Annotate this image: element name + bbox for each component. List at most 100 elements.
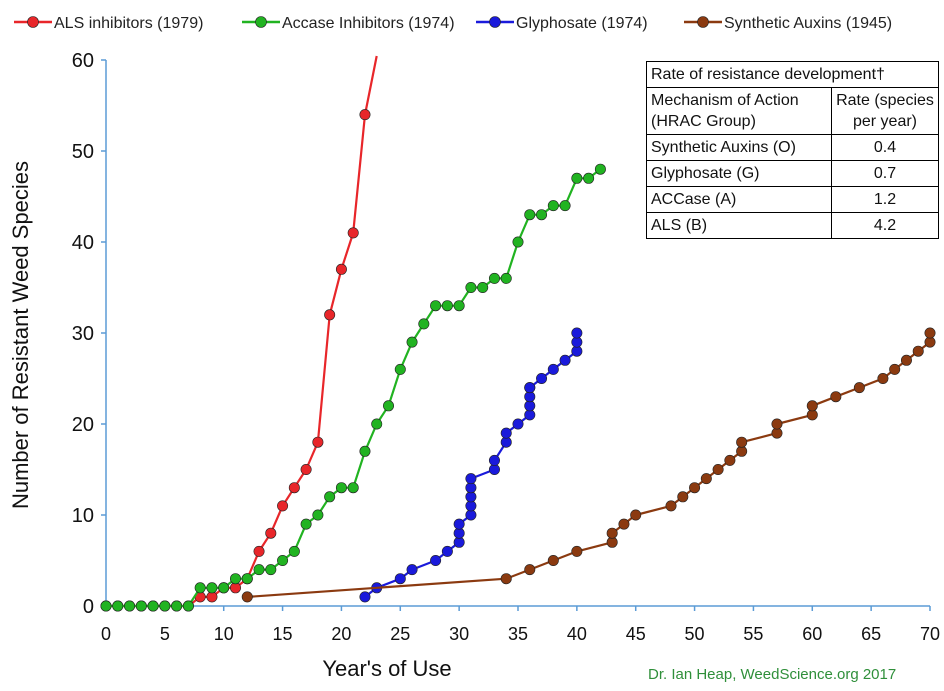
data-point — [194, 582, 206, 594]
x-tick-label: 60 — [802, 624, 822, 644]
series-line — [106, 55, 378, 608]
data-point — [147, 600, 159, 612]
data-point — [536, 209, 548, 221]
data-point — [441, 300, 453, 312]
rate-table-title-row: Rate of resistance development† — [646, 61, 939, 88]
data-point — [300, 463, 312, 475]
data-point — [830, 391, 842, 403]
data-point — [406, 564, 418, 576]
data-point — [394, 363, 406, 375]
x-tick-label: 30 — [449, 624, 469, 644]
data-point — [359, 445, 371, 457]
data-point — [441, 545, 453, 557]
data-point — [689, 482, 701, 494]
x-axis-title: Year's of Use — [322, 656, 451, 681]
data-point — [465, 281, 477, 293]
x-tick-label: 45 — [626, 624, 646, 644]
data-point — [265, 527, 277, 539]
data-point — [877, 372, 889, 384]
y-tick-label: 50 — [72, 141, 94, 163]
data-point — [418, 318, 430, 330]
data-point — [924, 327, 936, 339]
data-point — [583, 172, 595, 184]
legend-marker — [255, 16, 267, 28]
data-point — [618, 518, 630, 530]
data-point — [324, 309, 336, 321]
moa-cell: Synthetic Auxins (O) — [646, 134, 832, 161]
data-point — [430, 300, 442, 312]
data-point — [159, 600, 171, 612]
data-point — [335, 263, 347, 275]
series-0 — [100, 55, 378, 612]
y-tick-label: 10 — [72, 505, 94, 527]
data-point — [218, 582, 230, 594]
data-point — [547, 200, 559, 212]
data-point — [900, 354, 912, 366]
moa-header: Mechanism of Action (HRAC Group) — [646, 87, 832, 135]
data-point — [547, 554, 559, 566]
rate-header: Rate (species per year) — [831, 87, 939, 135]
data-point — [288, 545, 300, 557]
data-point — [241, 591, 253, 603]
data-point — [912, 345, 924, 357]
x-tick-label: 5 — [160, 624, 170, 644]
series-1 — [100, 163, 606, 612]
data-point — [100, 600, 112, 612]
legend-item: Glyphosate (1974) — [476, 15, 648, 32]
rate-cell: 4.2 — [831, 212, 939, 239]
data-point — [771, 418, 783, 430]
series-2 — [359, 327, 583, 603]
data-point — [465, 473, 477, 485]
data-point — [277, 554, 289, 566]
data-point — [571, 327, 583, 339]
data-point — [477, 281, 489, 293]
data-point — [347, 227, 359, 239]
data-point — [406, 336, 418, 348]
data-point — [724, 454, 736, 466]
x-tick-label: 20 — [331, 624, 351, 644]
moa-cell: ACCase (A) — [646, 186, 832, 213]
data-point — [171, 600, 183, 612]
x-tick-label: 25 — [390, 624, 410, 644]
data-point — [606, 527, 618, 539]
data-point — [853, 382, 865, 394]
data-point — [206, 582, 218, 594]
x-tick-label: 15 — [273, 624, 293, 644]
data-point — [700, 473, 712, 485]
series-3 — [241, 327, 936, 603]
data-point — [630, 509, 642, 521]
data-point — [335, 482, 347, 494]
y-tick-label: 20 — [72, 414, 94, 436]
data-point — [312, 436, 324, 448]
rate-table: Rate of resistance development† Mechanis… — [646, 61, 939, 239]
data-point — [453, 518, 465, 530]
legend-item: Accase Inhibitors (1974) — [242, 15, 455, 32]
x-tick-label: 10 — [214, 624, 234, 644]
legend-marker — [489, 16, 501, 28]
data-point — [594, 163, 606, 175]
rate-table-header-row: Mechanism of Action (HRAC Group) Rate (s… — [646, 87, 939, 135]
x-tick-label: 50 — [685, 624, 705, 644]
data-point — [383, 400, 395, 412]
data-point — [524, 564, 536, 576]
data-point — [277, 500, 289, 512]
legend-label: Accase Inhibitors (1974) — [282, 15, 455, 32]
table-row: Synthetic Auxins (O) 0.4 — [646, 134, 939, 161]
rate-table-title: Rate of resistance development† — [646, 61, 939, 88]
x-tick-label: 70 — [920, 624, 940, 644]
data-point — [135, 600, 147, 612]
data-point — [889, 363, 901, 375]
data-point — [536, 372, 548, 384]
y-tick-label: 40 — [72, 232, 94, 254]
data-point — [571, 172, 583, 184]
data-point — [571, 545, 583, 557]
data-point — [394, 573, 406, 585]
x-tick-label: 0 — [101, 624, 111, 644]
legend-item: ALS inhibitors (1979) — [14, 15, 203, 32]
data-point — [500, 573, 512, 585]
data-point — [359, 109, 371, 121]
data-point — [488, 454, 500, 466]
x-tick-label: 40 — [567, 624, 587, 644]
